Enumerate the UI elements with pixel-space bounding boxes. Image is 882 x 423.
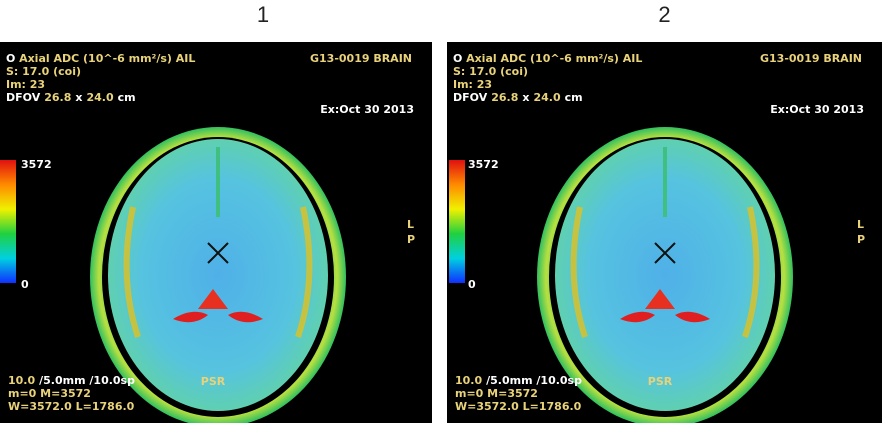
bottom-orientation: PSR	[201, 375, 226, 388]
orientation: P	[857, 233, 865, 246]
overlay-text: /5.0mm /10.0sp	[486, 374, 582, 387]
scale-max: 3572	[21, 158, 52, 171]
overlay-text: DFOV	[453, 91, 488, 104]
overlay-text: DFOV	[6, 91, 41, 104]
patient-id: G13-0019 BRAIN	[310, 52, 412, 65]
overlay-line: Im: 23	[453, 78, 492, 91]
overlay-text: W=3572.0 L=1786.0	[455, 400, 582, 413]
orientation: P	[407, 233, 415, 246]
orientation: L	[857, 218, 864, 231]
panel-label: 1	[257, 2, 269, 27]
overlay-line: S: 17.0 (coi)	[6, 65, 81, 78]
overlay-line: DFOV 26.8 x 24.0 cm	[453, 91, 583, 104]
overlay-line: S: 17.0 (coi)	[453, 65, 528, 78]
overlay-text: cm	[118, 91, 136, 104]
overlay-line: Im: 23	[6, 78, 45, 91]
overlay-text: 24.0	[86, 91, 113, 104]
color-bar	[0, 160, 16, 283]
overlay-text: 26.8	[491, 91, 518, 104]
overlay-text: m=0 M=3572	[8, 387, 91, 400]
overlay-text: Axial ADC (10^-6 mm²/s) AIL	[19, 52, 195, 65]
overlay-text: S: 17.0 (coi)	[453, 65, 528, 78]
scale-min: 0	[468, 278, 476, 291]
scale-min: 0	[21, 278, 29, 291]
overlay-text: 24.0	[533, 91, 560, 104]
overlay-text: 10.0	[455, 374, 482, 387]
overlay-text: cm	[565, 91, 583, 104]
overlay-text: x	[75, 91, 82, 104]
panel-label: 2	[658, 2, 670, 27]
overlay-line: W=3572.0 L=1786.0	[8, 400, 135, 413]
color-bar	[449, 160, 465, 283]
overlay-text: O	[6, 52, 15, 65]
overlay-line: 10.0/5.0mm /10.0sp	[8, 374, 135, 387]
bottom-orientation: PSR	[648, 375, 673, 388]
overlay-text: Im: 23	[6, 78, 45, 91]
orientation: L	[407, 218, 414, 231]
overlay-text: Im: 23	[453, 78, 492, 91]
overlay-text: x	[522, 91, 529, 104]
overlay-line: DFOV 26.8 x 24.0 cm	[6, 91, 136, 104]
overlay-line: O Axial ADC (10^-6 mm²/s) AIL	[6, 52, 195, 65]
scale-max: 3572	[468, 158, 499, 171]
overlay-text: /5.0mm /10.0sp	[39, 374, 135, 387]
overlay-text: Axial ADC (10^-6 mm²/s) AIL	[466, 52, 642, 65]
overlay-line: m=0 M=3572	[455, 387, 538, 400]
overlay-text: O	[453, 52, 462, 65]
overlay-line: m=0 M=3572	[8, 387, 91, 400]
overlay-text: m=0 M=3572	[455, 387, 538, 400]
overlay-line: W=3572.0 L=1786.0	[455, 400, 582, 413]
exam-date: Ex:Oct 30 2013	[320, 103, 414, 116]
patient-id: G13-0019 BRAIN	[760, 52, 862, 65]
exam-date: Ex:Oct 30 2013	[770, 103, 864, 116]
overlay-text: 26.8	[44, 91, 71, 104]
overlay-line: 10.0/5.0mm /10.0sp	[455, 374, 582, 387]
overlay-text: S: 17.0 (coi)	[6, 65, 81, 78]
overlay-text: W=3572.0 L=1786.0	[8, 400, 135, 413]
overlay-text: 10.0	[8, 374, 35, 387]
overlay-line: O Axial ADC (10^-6 mm²/s) AIL	[453, 52, 642, 65]
